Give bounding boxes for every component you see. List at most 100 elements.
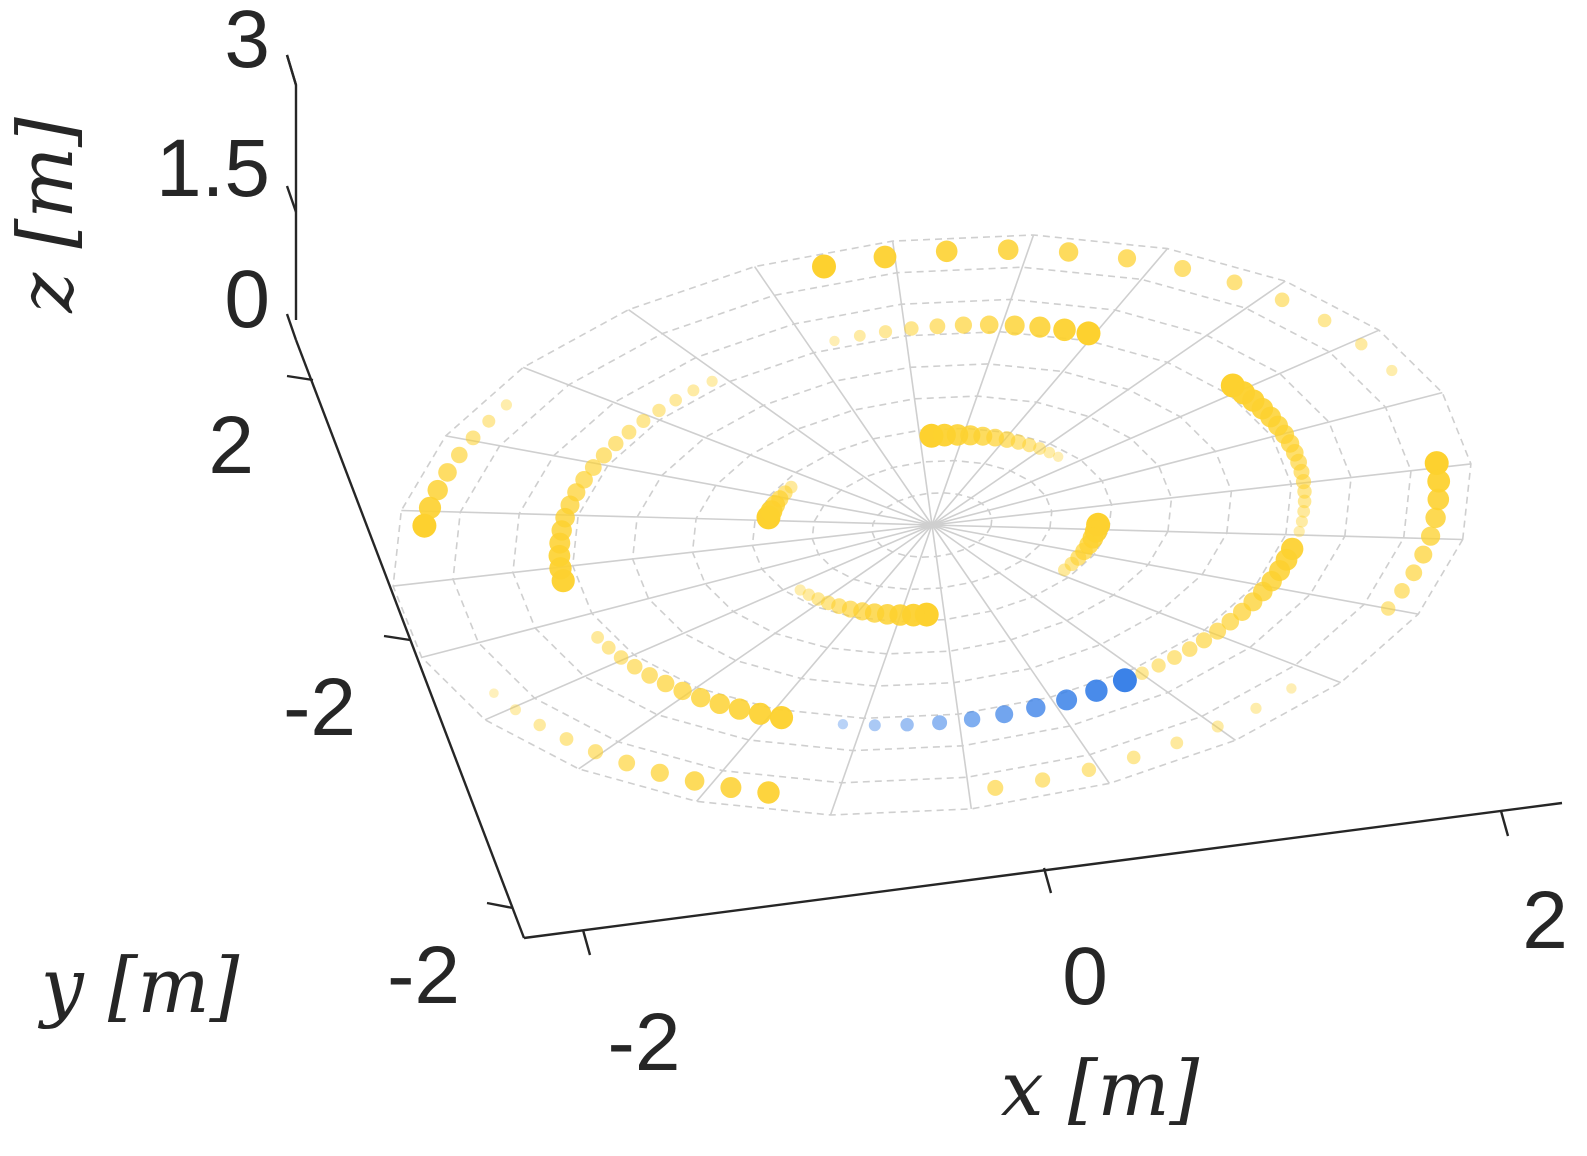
grid-spoke [628, 309, 933, 526]
detected-point [728, 698, 751, 720]
detected-point [587, 744, 604, 760]
detected-point [1297, 505, 1311, 518]
z-tick-label-1-5: 1.5 [156, 123, 270, 214]
z-tick-mark-3 [285, 54, 298, 86]
target-point [868, 719, 881, 732]
detected-point [465, 430, 481, 446]
grid-spoke [931, 280, 1286, 526]
detected-point [1058, 242, 1079, 262]
detected-point [904, 321, 919, 336]
detected-point [1250, 702, 1262, 714]
detected-point [811, 592, 825, 606]
grid-spoke [931, 248, 1169, 526]
y-tick-mark-2 [286, 374, 314, 382]
grid-spoke [401, 509, 933, 526]
detected-point [1221, 612, 1240, 631]
grid-ring [871, 491, 993, 559]
detected-point [489, 688, 499, 698]
detected-point [1081, 762, 1097, 777]
grid-spoke [931, 524, 1463, 541]
detected-point [1151, 658, 1166, 673]
z-tick-label-0: 0 [224, 254, 270, 345]
detected-point [1293, 525, 1305, 538]
detected-point [1394, 583, 1410, 599]
detected-point [584, 459, 602, 476]
grid-spoke [931, 524, 1111, 784]
target-point [837, 719, 849, 730]
detected-point [451, 446, 468, 464]
detected-point [1167, 650, 1182, 665]
y-tick-label-2: 2 [208, 400, 254, 491]
axis-titles: z [m] y [m] x [m] [1, 117, 1200, 1133]
grid-spoke [931, 391, 1443, 526]
detected-point [929, 318, 946, 335]
detected-point [673, 681, 692, 701]
detected-point [618, 754, 636, 772]
grid-ring [751, 427, 1113, 623]
detected-point [794, 584, 806, 596]
target-point [1056, 689, 1078, 711]
detected-point [1355, 338, 1368, 351]
detected-point [1033, 442, 1046, 455]
detected-point [559, 732, 574, 746]
detected-point [684, 771, 705, 791]
target-point [995, 705, 1014, 724]
detected-point [829, 335, 840, 347]
x-tick-label-0: 0 [1062, 931, 1108, 1022]
x-tick-label--2: -2 [608, 997, 681, 1088]
detected-point [1170, 736, 1184, 750]
detected-point [1058, 563, 1071, 577]
detected-point [853, 329, 866, 342]
x-axis-title: x [m] [1001, 1044, 1200, 1133]
grid-ring [631, 363, 1233, 687]
detected-point [1381, 601, 1396, 616]
grid-spoke [931, 524, 973, 810]
grid-spoke [931, 524, 1419, 615]
z-tick-mark-0 [285, 313, 298, 341]
detected-point [656, 674, 675, 693]
z-tick-mark-1-5 [285, 185, 298, 213]
detected-point [1010, 434, 1027, 450]
detected-point [1425, 507, 1446, 528]
detected-point [412, 513, 437, 538]
detected-point [650, 763, 669, 782]
detected-point [438, 463, 457, 482]
x-tick-mark-0 [1042, 867, 1053, 894]
detected-point [1424, 451, 1449, 476]
detected-point [652, 403, 666, 418]
polar-grid [392, 234, 1472, 816]
detected-point [802, 588, 815, 601]
detected-point [1297, 494, 1312, 509]
detected-point [533, 718, 546, 732]
detected-point [784, 480, 798, 494]
detected-point [1029, 316, 1051, 338]
detected-point [613, 650, 629, 665]
detected-point [997, 239, 1019, 260]
grid-spoke [421, 524, 933, 659]
detected-point [636, 414, 651, 428]
detected-point [873, 245, 897, 269]
detected-point [720, 777, 742, 798]
detected-point [1053, 451, 1064, 462]
detected-point [1174, 260, 1192, 277]
detected-point [621, 424, 637, 440]
detected-point [1297, 484, 1312, 499]
detected-point [608, 435, 624, 452]
detected-point [954, 316, 973, 334]
target-point [932, 715, 948, 731]
detected-point [601, 640, 616, 655]
detected-point [935, 240, 958, 263]
x-tick-label-2: 2 [1522, 875, 1568, 966]
target-point [1026, 698, 1046, 718]
detected-point [1181, 641, 1198, 657]
detected-point [1317, 313, 1332, 328]
detected-point [500, 399, 512, 411]
y-tick-label-0: -2 [283, 662, 356, 753]
detected-point [812, 254, 836, 279]
detected-point [1427, 469, 1451, 493]
detected-point [1022, 438, 1037, 453]
target-point [963, 711, 981, 728]
detected-point [769, 706, 794, 730]
detected-point [987, 779, 1004, 796]
